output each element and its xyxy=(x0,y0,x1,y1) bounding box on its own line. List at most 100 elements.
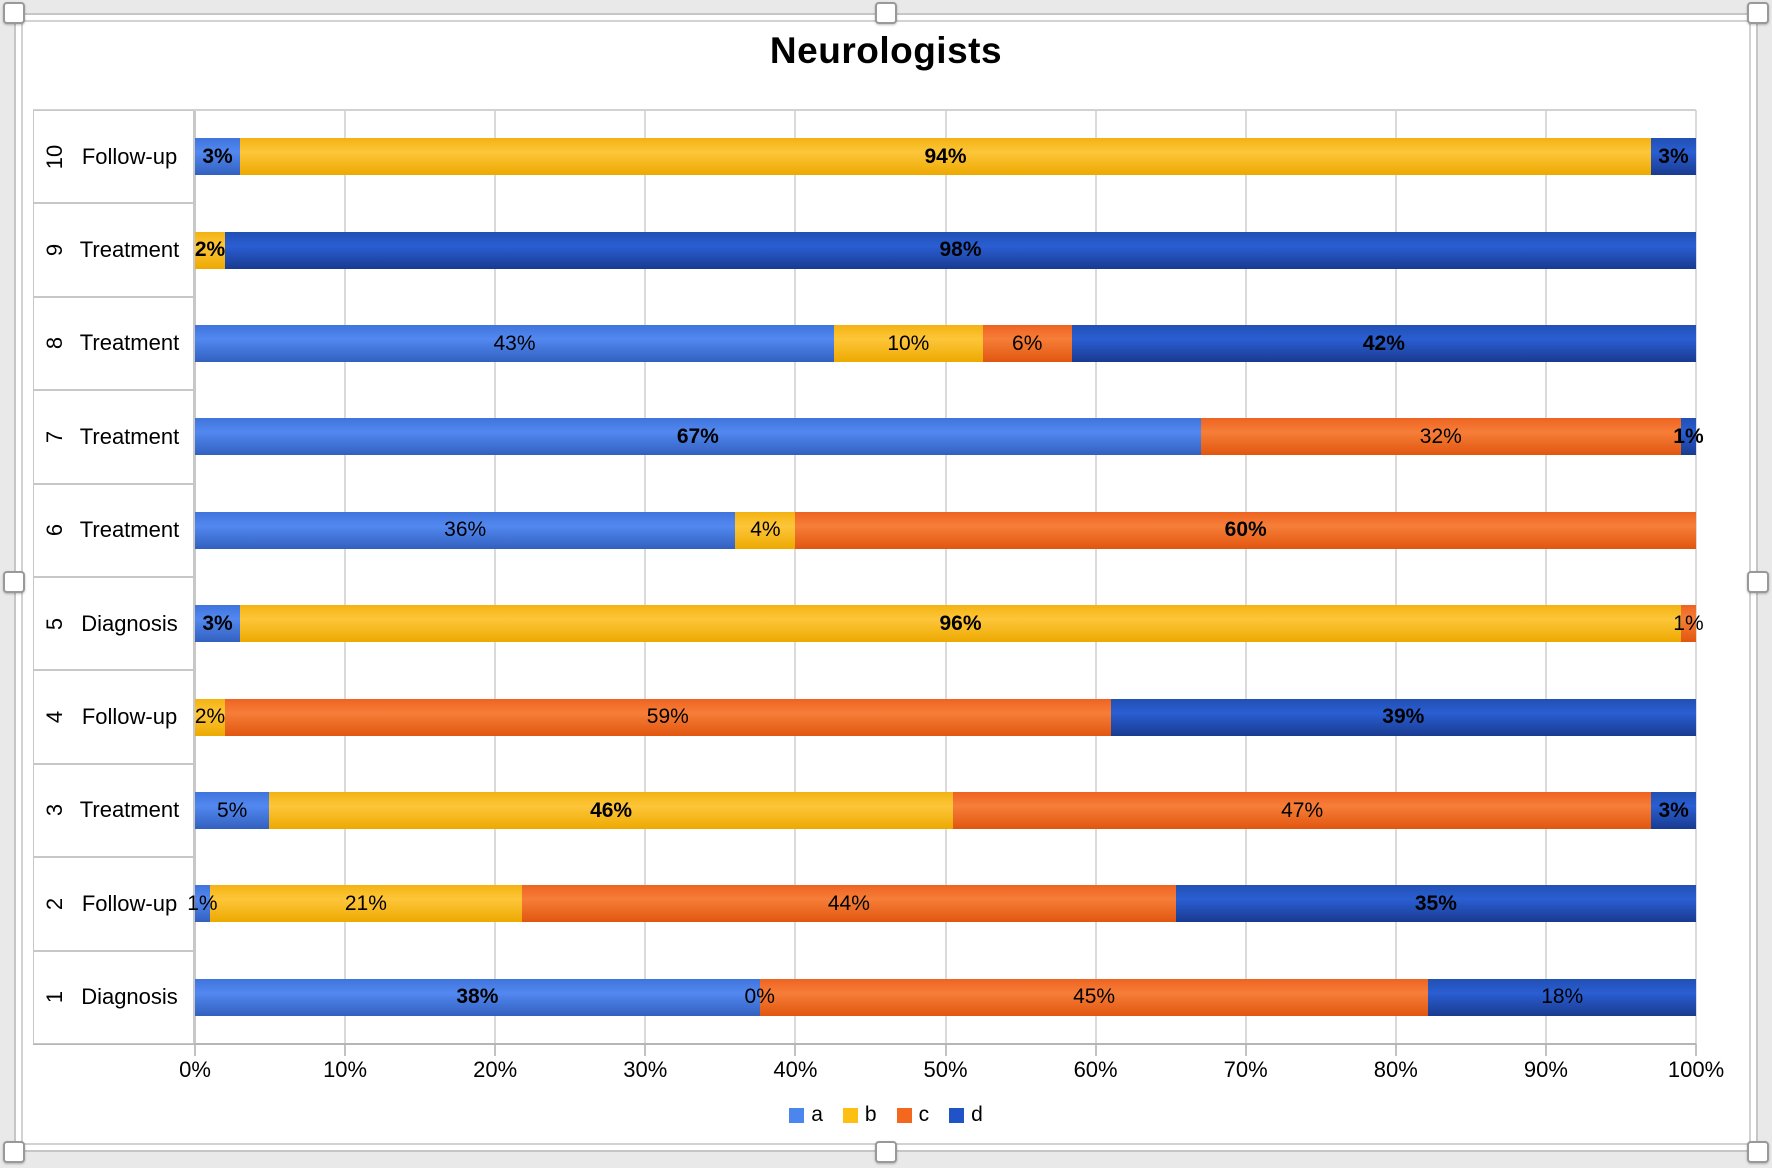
legend-item-d[interactable]: d xyxy=(949,1103,983,1127)
bar[interactable]: 5% 46% 47% 3% xyxy=(195,792,1696,829)
chart-title[interactable]: Neurologists xyxy=(769,30,1003,71)
data-label: 44% xyxy=(827,891,870,915)
bar-segment-b[interactable]: 2% xyxy=(195,231,225,269)
category-number-text: 2 xyxy=(42,897,67,910)
bar-segment-c[interactable]: 32% xyxy=(1200,418,1681,456)
legend-item-a[interactable]: a xyxy=(789,1103,823,1127)
bar-segment-c[interactable]: 44% xyxy=(521,885,1176,923)
bar-segment-c[interactable]: 45% xyxy=(759,978,1429,1016)
category-label: Treatment xyxy=(79,423,180,449)
selection-handle-middle-right[interactable] xyxy=(1747,571,1769,593)
legend-item-label: b xyxy=(864,1103,877,1126)
bar-segment-d[interactable]: 18% xyxy=(1428,978,1696,1016)
gridline xyxy=(644,110,647,1044)
data-label: 96% xyxy=(939,611,982,635)
bar-segment-c[interactable]: 47% xyxy=(952,792,1652,829)
category-number-text: 10 xyxy=(41,144,67,169)
x-axis-tick-label: 40% xyxy=(773,1057,818,1082)
bar-segment-d[interactable]: 39% xyxy=(1110,698,1696,736)
bar[interactable]: 38% 0% 45% 18% xyxy=(195,978,1696,1016)
bar-segment-a[interactable]: 36% xyxy=(195,511,736,549)
bar-segment-a[interactable]: 38% xyxy=(195,978,760,1016)
data-label: 46% xyxy=(590,798,633,822)
legend[interactable]: a b c d xyxy=(0,1103,1772,1127)
x-axis-tick-label: 100% xyxy=(1667,1057,1725,1082)
x-axis-tick-label: 60% xyxy=(1073,1057,1118,1082)
bar-segment-a[interactable]: 1% xyxy=(187,885,218,923)
category-cell: 8 Treatment xyxy=(33,296,194,391)
selection-handle-bottom-left[interactable] xyxy=(3,1141,25,1163)
data-label: 45% xyxy=(1073,985,1116,1009)
bar-segment-b[interactable]: 46% xyxy=(269,792,953,829)
bar-segment-c[interactable]: 1% xyxy=(1673,605,1704,643)
bar-segment-b[interactable]: 94% xyxy=(240,138,1651,176)
selection-handle-top-right[interactable] xyxy=(1747,2,1769,24)
bar-segment-d[interactable]: 98% xyxy=(225,231,1696,269)
selection-handle-top-center[interactable] xyxy=(875,2,897,24)
data-label: 5% xyxy=(216,798,248,822)
data-label: 18% xyxy=(1541,985,1584,1009)
bar[interactable]: 3% 96% 1% xyxy=(195,605,1704,643)
category-number: 4 xyxy=(38,671,72,762)
selection-handle-bottom-center[interactable] xyxy=(875,1141,897,1163)
category-number: 3 xyxy=(38,765,72,856)
data-label: 59% xyxy=(646,705,689,729)
legend-item-label: a xyxy=(811,1103,823,1126)
bar-segment-d[interactable]: 3% xyxy=(1650,138,1696,176)
category-number: 10 xyxy=(38,111,72,202)
category-cell: 4 Follow-up xyxy=(33,670,194,764)
bar-segment-d[interactable]: 3% xyxy=(1651,792,1696,829)
data-label: 36% xyxy=(444,518,487,542)
x-axis-tick-label: 0% xyxy=(179,1057,211,1082)
bar-segment-b[interactable]: 10% xyxy=(834,325,983,362)
bar-segment-a[interactable]: 43% xyxy=(195,325,835,362)
bar[interactable]: 36% 4% 60% xyxy=(195,511,1696,549)
bar[interactable]: 2% 59% 39% xyxy=(195,698,1696,736)
bar-segment-c[interactable]: 6% xyxy=(982,325,1072,362)
x-axis-tick-label: 30% xyxy=(623,1057,668,1082)
bar-segment-a[interactable]: 67% xyxy=(195,418,1201,456)
axis-tick xyxy=(794,1044,797,1056)
category-label: Treatment xyxy=(79,517,180,543)
bar[interactable]: 2% 98% xyxy=(195,231,1696,269)
bar-segment-b[interactable]: 2% xyxy=(195,698,225,736)
legend-item-b[interactable]: b xyxy=(842,1103,877,1127)
bar-segment-b[interactable]: 96% xyxy=(240,605,1681,643)
selection-handle-top-left[interactable] xyxy=(3,2,25,24)
bar-segment-d[interactable]: 35% xyxy=(1175,885,1696,923)
axis-tick xyxy=(494,1044,497,1056)
bar-segment-a[interactable]: 3% xyxy=(195,605,241,643)
bar[interactable]: 3% 94% 3% xyxy=(195,138,1696,176)
category-number-text: 7 xyxy=(42,430,67,443)
x-axis-tick-label: 90% xyxy=(1523,1057,1568,1082)
bar[interactable]: 43% 10% 6% 42% xyxy=(195,325,1696,362)
selection-handle-middle-left[interactable] xyxy=(3,571,25,593)
category-cell: 1 Diagnosis xyxy=(33,950,194,1044)
legend-item-label: c xyxy=(918,1103,930,1126)
bar-segment-b[interactable]: 21% xyxy=(209,885,522,923)
legend-item-c[interactable]: c xyxy=(896,1103,930,1127)
bar-segment-d[interactable]: 42% xyxy=(1071,325,1696,362)
axis-tick xyxy=(1544,1044,1547,1056)
bar[interactable]: 1% 21% 44% 35% xyxy=(187,885,1696,923)
category-number-text: 9 xyxy=(42,243,67,257)
bar-segment-c[interactable]: 60% xyxy=(795,511,1696,549)
bar-segment-b[interactable]: 4% xyxy=(735,511,796,549)
bar-segment-d[interactable]: 1% xyxy=(1673,418,1704,456)
bar-segment-c[interactable]: 59% xyxy=(225,698,1111,736)
bar-segment-a[interactable]: 3% xyxy=(195,138,241,176)
x-axis-tick-label: 50% xyxy=(923,1057,968,1082)
category-number: 8 xyxy=(38,298,72,389)
category-number-text: 1 xyxy=(42,991,67,1004)
gridline xyxy=(1544,110,1547,1044)
x-axis-tick-label: 20% xyxy=(473,1057,518,1082)
category-cell: 6 Treatment xyxy=(33,483,194,577)
selection-handle-bottom-right[interactable] xyxy=(1747,1141,1769,1163)
data-label: 47% xyxy=(1281,798,1324,822)
x-axis-tick-label: 10% xyxy=(323,1057,368,1082)
axis-tick xyxy=(194,1044,196,1056)
bar[interactable]: 67% 32% 1% xyxy=(195,418,1704,456)
bar-segment-a[interactable]: 5% xyxy=(195,792,270,829)
x-axis-line xyxy=(33,1043,1696,1045)
